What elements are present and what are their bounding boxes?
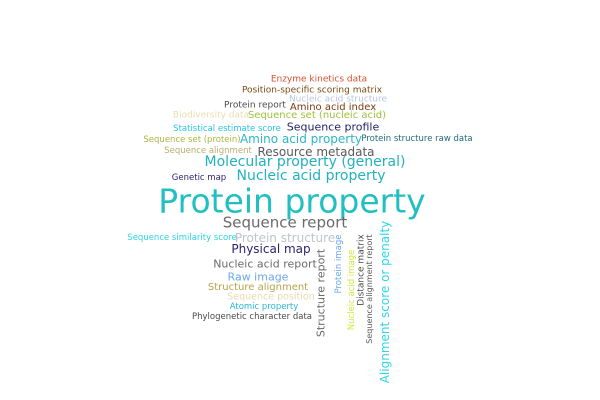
word-protein-image: Protein image bbox=[333, 234, 344, 294]
word-sequence-set-protein: Sequence set (protein) bbox=[143, 134, 241, 145]
word-biodiversity-data: Biodiversity data bbox=[172, 110, 250, 121]
word-raw-image: Raw image bbox=[227, 270, 289, 284]
word-alignment-score-or-penalty: Alignment score or penalty bbox=[378, 220, 392, 384]
word-nucleic-acid-structure: Nucleic acid structure bbox=[288, 94, 388, 105]
word-nucleic-acid-report: Nucleic acid report bbox=[213, 257, 317, 271]
word-nucleic-acid-property: Nucleic acid property bbox=[236, 168, 386, 184]
word-sequence-alignment-report: Sequence alignment report bbox=[365, 234, 374, 344]
word-atomic-property: Atomic property bbox=[229, 301, 299, 312]
word-resource-metadata: Resource metadata bbox=[257, 145, 375, 159]
word-position-specific-scoring-matrix: Position-specific scoring matrix bbox=[241, 85, 383, 96]
word-enzyme-kinetics-data: Enzyme kinetics data bbox=[270, 74, 368, 85]
word-genetic-map: Genetic map bbox=[171, 172, 227, 183]
word-phylogenetic-character-data: Phylogenetic character data bbox=[192, 311, 312, 322]
word-amino-acid-index: Amino acid index bbox=[289, 102, 377, 113]
word-sequence-alignment: Sequence alignment bbox=[164, 145, 252, 156]
word-nucleic-acid-image: Nucleic acid image bbox=[346, 249, 357, 331]
word-statistical-estimate-score: Statistical estimate score bbox=[173, 123, 281, 134]
word-structure-report: Structure report bbox=[314, 248, 328, 338]
word-molecular-property-general: Molecular property (general) bbox=[204, 154, 406, 170]
word-protein-structure-raw-data: Protein structure raw data bbox=[361, 133, 473, 144]
word-sequence-position: Sequence position bbox=[227, 291, 315, 303]
word-structure-alignment: Structure alignment bbox=[207, 282, 309, 293]
word-sequence-set-nucleic-acid: Sequence set (nucleic acid) bbox=[247, 110, 387, 121]
word-sequence-profile: Sequence profile bbox=[286, 120, 380, 134]
word-protein-structure: Protein structure bbox=[234, 231, 336, 245]
word-protein-property: Protein property bbox=[158, 181, 426, 221]
word-sequence-report: Sequence report bbox=[222, 213, 348, 232]
word-amino-acid-property: Amino acid property bbox=[239, 132, 363, 146]
word-physical-map: Physical map bbox=[231, 242, 311, 256]
word-sequence-similarity-score: Sequence similarity score bbox=[127, 232, 237, 243]
word-protein-report: Protein report bbox=[224, 100, 286, 111]
